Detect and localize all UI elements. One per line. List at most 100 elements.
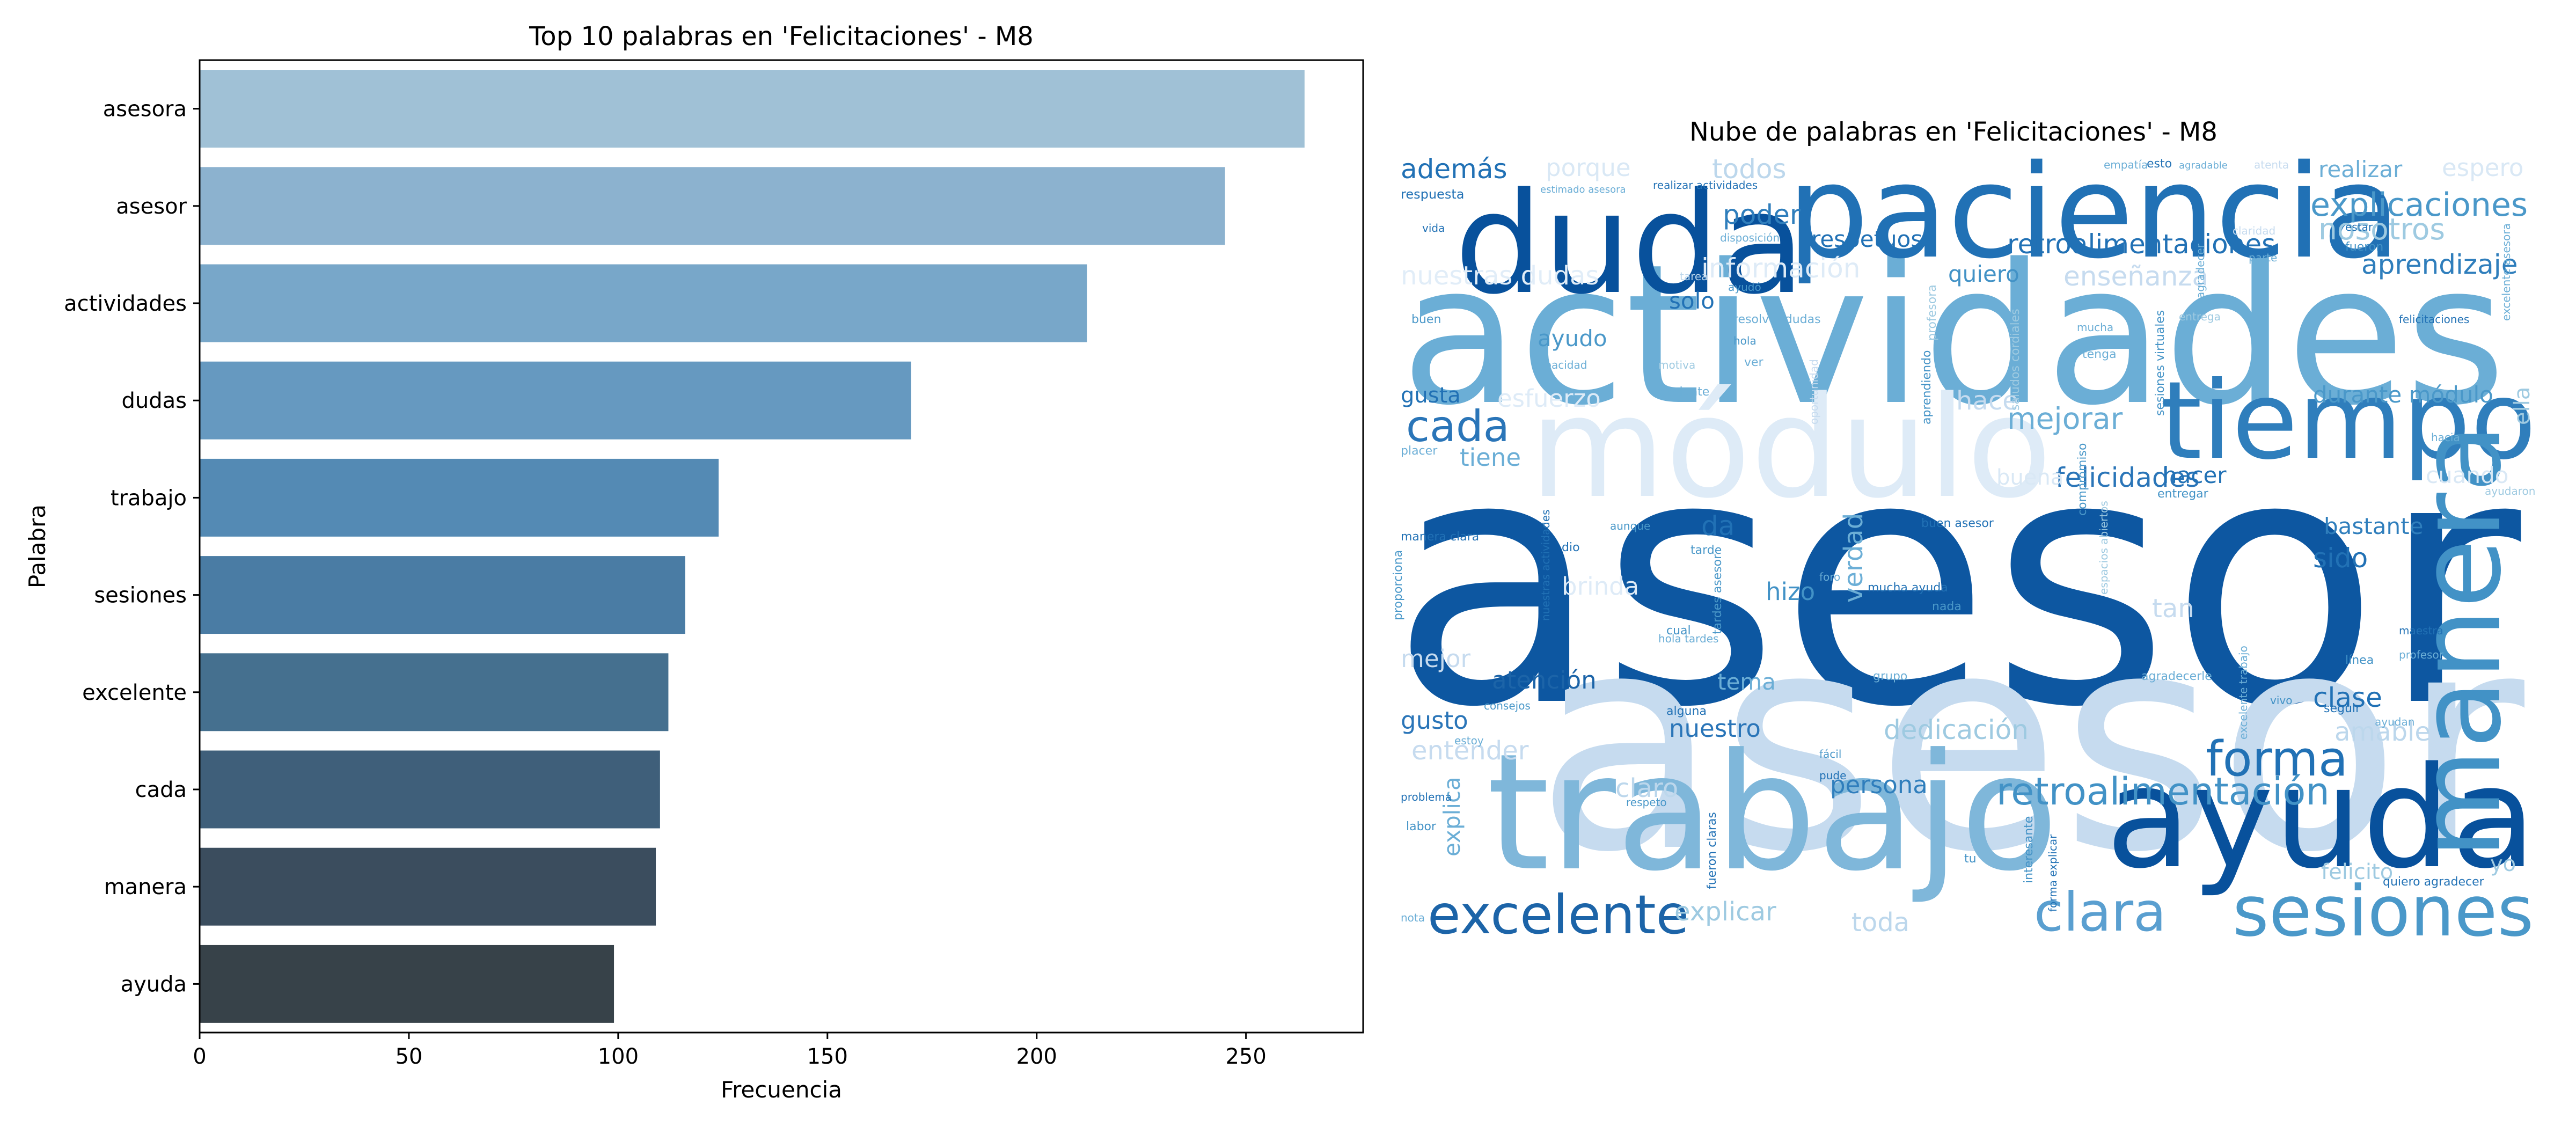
wordcloud-title: Nube de palabras en 'Felicitaciones' - M… [1689,117,2218,147]
cloud-word: tarde [1690,544,1722,557]
cloud-word: motiva [1658,358,1696,371]
x-tick-label: 0 [193,1044,206,1069]
bar-actividades [200,264,1087,342]
cloud-word: fácil [1819,748,1842,760]
cloud-word: capacidad [1532,358,1587,371]
cloud-word: paciente [1658,385,1710,399]
cloud-word: oportunidad [1807,358,1820,425]
cloud-word: claridad [2233,224,2276,237]
cloud-word: buen asesor [1921,517,1994,530]
cloud-word: explica [1439,777,1465,857]
y-axis-label: Palabra [24,504,50,588]
cloud-word: clara [2034,881,2167,943]
cloud-word: respeto [1626,796,1667,809]
y-tick-label: sesiones [94,583,187,608]
cloud-word: agradecer [2194,244,2207,299]
bar-trabajo [200,458,719,537]
y-tick-label: asesora [103,97,187,122]
cloud-word: aprendiendo [1920,350,1934,425]
cloud-word: forma explicar [2046,835,2059,912]
cloud-word: mejor [1401,645,1471,673]
cloud-word: entrega [2179,310,2221,323]
cloud-word: estimado asesora [1540,184,1626,195]
cloud-word: hacia [2431,431,2460,444]
cloud-word: sesiones virtuales [2154,310,2167,416]
cloud-word: ayudo [1538,325,1607,352]
cloud-word: buen [1411,313,1441,326]
cloud-word: vida [1422,222,1445,235]
cloud-word: entregar [2157,487,2208,501]
x-tick-label: 150 [807,1044,848,1069]
x-axis-tick-labels: 0 50 100 150 200 250 [193,1033,1267,1069]
cloud-word: compromiso [2076,443,2089,516]
cloud-word: retroalimentación [1996,770,2330,814]
bar-asesora [200,70,1305,148]
cloud-word: información [1701,253,1861,284]
cloud-word: espero [2442,153,2524,182]
cloud-word: esto [2147,157,2172,171]
cloud-word: estoy [1454,734,1484,747]
cloud-word: claro [1615,773,1679,803]
cloud-word: nuestras dudas [1401,261,1599,291]
cloud-word: quiero agradecer [2383,875,2484,889]
cloud-word: duda [1454,163,1806,325]
cloud-word: da [1701,510,1735,541]
x-tick-label: 250 [1225,1044,1266,1069]
cloud-word: línea [2345,654,2374,667]
cloud-word: dio [1562,541,1580,554]
cloud-word: hacer [2163,462,2227,488]
cloud-word: ver [1744,356,1763,369]
cloud-word: sido [2313,543,2368,574]
cloud-word: estar [2345,221,2373,233]
cloud-word: ayudó [1728,281,1761,294]
cloud-word: porque [1546,153,1631,182]
cloud-word: paciencia [1787,153,2401,287]
cloud-word: toda [1851,908,1910,938]
y-tick-label: cada [135,778,187,802]
cloud-word: vivo [2270,694,2293,707]
cloud-word: ella [2510,386,2535,425]
bar-chart-title: Top 10 palabras en 'Felicitaciones' - M8 [529,21,1034,52]
bar-chart: Top 10 palabras en 'Felicitaciones' - M8… [24,21,1364,1103]
cloud-word: nosotros [2318,212,2446,246]
cloud-word: asesora [1390,382,2538,782]
y-tick-label: dudas [122,389,187,413]
cloud-word: hola [1733,334,1757,347]
cloud-word: tiene [1460,443,1521,472]
cloud-word: todos [1712,153,1787,185]
x-tick-label: 200 [1016,1044,1057,1069]
cloud-word: gusta [1401,383,1461,408]
cloud-word: ayudaron [2485,485,2536,497]
y-tick-label: asesor [116,194,187,219]
cloud-word: tiempo [2160,358,2536,484]
cloud-word: tenga [2082,348,2117,361]
x-tick-label: 50 [395,1044,422,1069]
cloud-word: tema [1717,669,1776,695]
cloud-word: problema [1401,791,1452,803]
cloud-word: retroalimentaciones [2007,229,2276,260]
cloud-word: resolver dudas [1733,313,1821,326]
bars [200,70,1305,1023]
cloud-word: saludos cordiales [2009,308,2022,411]
cloud-word: dedicación [1884,714,2029,745]
bar-manera [200,847,656,926]
cloud-word: hizo [1766,577,1816,606]
cloud-word: felicitaciones [2399,313,2470,326]
cloud-word: agradable [2179,160,2228,171]
bar-asesor [200,167,1225,245]
plot-frame [199,59,1364,1034]
cloud-word: bastante [2324,513,2424,539]
cloud-word: cual [1666,624,1691,638]
cloud-word: nada [1932,600,1962,613]
cloud-word: nota [1401,911,1425,924]
cloud-word: brinda [1562,572,1640,601]
cloud-word: módulo [1529,367,2052,529]
wordcloud: asesoraasesoractividadesmódulopacienciad… [1390,153,2538,947]
cloud-word: gusto [1401,706,1468,735]
cloud-word: agradecerle [2141,670,2212,683]
y-axis-tick-labels: asesora asesor actividades dudas trabajo sesi… [64,97,200,997]
cloud-word: pude [1819,769,1847,782]
cloud-word: excelente asesora [2500,223,2513,321]
y-tick-label: actividades [64,291,187,316]
cloud-word: atención [1492,666,1597,694]
